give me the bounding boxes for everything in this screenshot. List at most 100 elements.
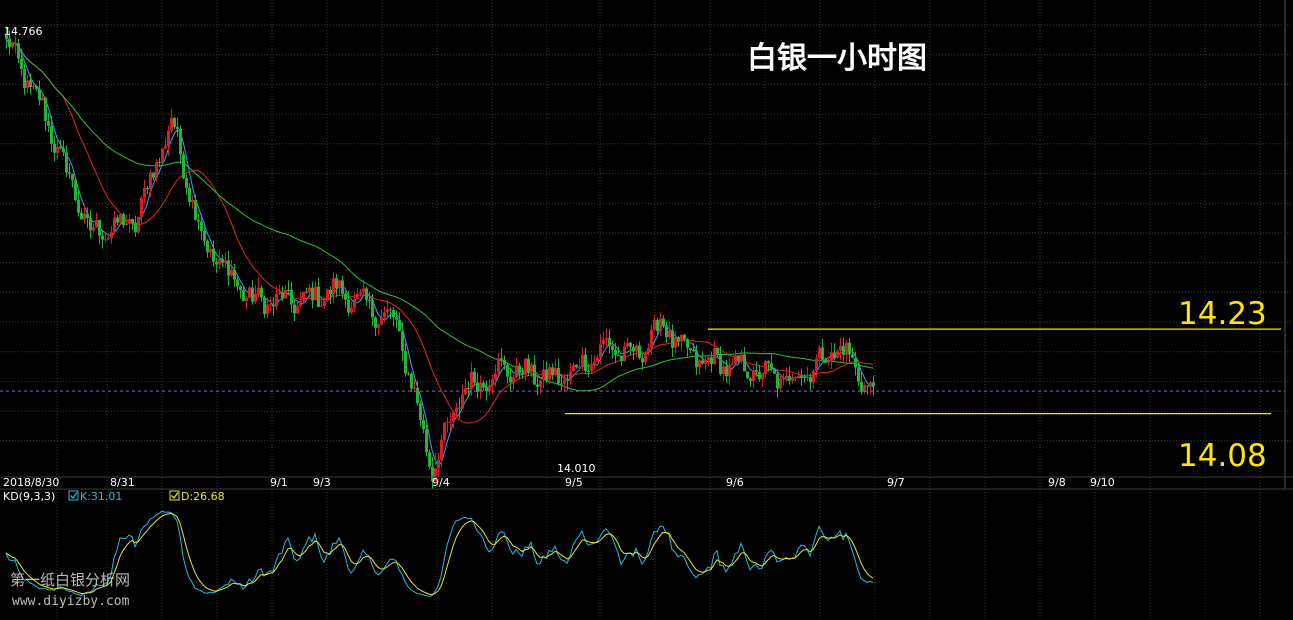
candle bbox=[41, 94, 44, 101]
candle-body bbox=[74, 180, 77, 200]
candle-body bbox=[101, 235, 104, 240]
date-axis: 2018/8/30 8/31 9/1 9/3 9/4 9/5 9/6 9/7 9/8 9/10 bbox=[3, 476, 1115, 489]
candle bbox=[149, 170, 152, 198]
candle bbox=[212, 240, 215, 267]
candle bbox=[521, 367, 524, 380]
candle-body bbox=[593, 361, 596, 365]
candle-body bbox=[602, 339, 605, 345]
candle-body bbox=[245, 297, 248, 301]
candle bbox=[680, 334, 683, 351]
candle-body bbox=[173, 117, 176, 127]
candle bbox=[581, 347, 584, 371]
candle bbox=[44, 96, 47, 132]
candle-body bbox=[224, 260, 227, 263]
candle-body bbox=[818, 347, 821, 359]
candle-body bbox=[374, 317, 377, 328]
candle-body bbox=[497, 358, 500, 374]
candle-body bbox=[140, 197, 143, 217]
candle bbox=[800, 368, 803, 386]
candle bbox=[572, 362, 575, 373]
candle bbox=[404, 343, 407, 377]
candle-body bbox=[344, 293, 347, 300]
candle bbox=[683, 333, 686, 342]
candle-body bbox=[83, 213, 86, 220]
candle bbox=[563, 374, 566, 392]
candle-body bbox=[275, 293, 278, 307]
date-tick-label: 9/4 bbox=[432, 476, 450, 489]
candle bbox=[35, 85, 38, 91]
candle-body bbox=[728, 365, 731, 377]
candle bbox=[98, 219, 101, 245]
candle bbox=[269, 296, 272, 312]
candlesticks bbox=[5, 27, 875, 489]
candle-body bbox=[68, 172, 71, 175]
candle bbox=[809, 373, 812, 391]
candle-body bbox=[209, 248, 212, 253]
candle bbox=[506, 363, 509, 384]
candle bbox=[296, 300, 299, 314]
candle bbox=[14, 36, 17, 54]
candle-body bbox=[410, 373, 413, 389]
resistance-label: 14.23 bbox=[1178, 296, 1267, 332]
candle bbox=[698, 358, 701, 375]
k-checkbox-icon[interactable] bbox=[68, 490, 79, 501]
candle bbox=[359, 288, 362, 297]
candle bbox=[848, 338, 851, 363]
candle bbox=[71, 173, 74, 188]
candle bbox=[92, 223, 95, 233]
candle bbox=[536, 377, 539, 396]
candle bbox=[392, 307, 395, 327]
candle bbox=[473, 367, 476, 386]
candle bbox=[218, 249, 221, 270]
candle-body bbox=[689, 348, 692, 351]
candle-body bbox=[65, 152, 68, 173]
candle bbox=[836, 348, 839, 359]
date-tick-label: 9/6 bbox=[726, 476, 744, 489]
candle bbox=[275, 286, 278, 310]
candle bbox=[740, 349, 743, 364]
candle bbox=[833, 343, 836, 361]
candle-body bbox=[137, 216, 140, 233]
candle bbox=[518, 362, 521, 380]
candle bbox=[845, 340, 848, 362]
candle-body bbox=[794, 377, 797, 379]
candle-body bbox=[638, 345, 641, 358]
candle bbox=[341, 275, 344, 299]
candle bbox=[209, 245, 212, 257]
candle-body bbox=[323, 300, 326, 306]
candle bbox=[644, 352, 647, 365]
price-levels bbox=[0, 328, 1285, 415]
candle-body bbox=[293, 304, 296, 314]
candle bbox=[671, 324, 674, 358]
candle-body bbox=[263, 297, 266, 314]
candle-body bbox=[869, 382, 872, 387]
candle bbox=[290, 281, 293, 313]
candle bbox=[203, 227, 206, 246]
candle-body bbox=[359, 292, 362, 294]
candle bbox=[173, 117, 176, 130]
candle bbox=[440, 434, 443, 468]
candle-body bbox=[149, 172, 152, 190]
candle bbox=[611, 340, 614, 359]
candle-body bbox=[857, 367, 860, 382]
candle bbox=[695, 344, 698, 376]
d-checkbox-icon[interactable] bbox=[169, 490, 180, 501]
candle bbox=[602, 331, 605, 349]
candle bbox=[8, 30, 11, 56]
candle bbox=[797, 370, 800, 378]
candle bbox=[347, 290, 350, 316]
candle-body bbox=[575, 364, 578, 368]
candle bbox=[815, 354, 818, 378]
candle bbox=[827, 356, 830, 366]
candle bbox=[428, 449, 431, 470]
candle bbox=[293, 299, 296, 321]
candle bbox=[113, 210, 116, 233]
candle-body bbox=[221, 259, 224, 263]
candle bbox=[584, 347, 587, 374]
candle bbox=[200, 213, 203, 240]
candle-body bbox=[866, 385, 869, 387]
candle-body bbox=[176, 126, 179, 129]
candle bbox=[806, 366, 809, 381]
candle bbox=[545, 361, 548, 383]
candle-body bbox=[746, 371, 749, 379]
